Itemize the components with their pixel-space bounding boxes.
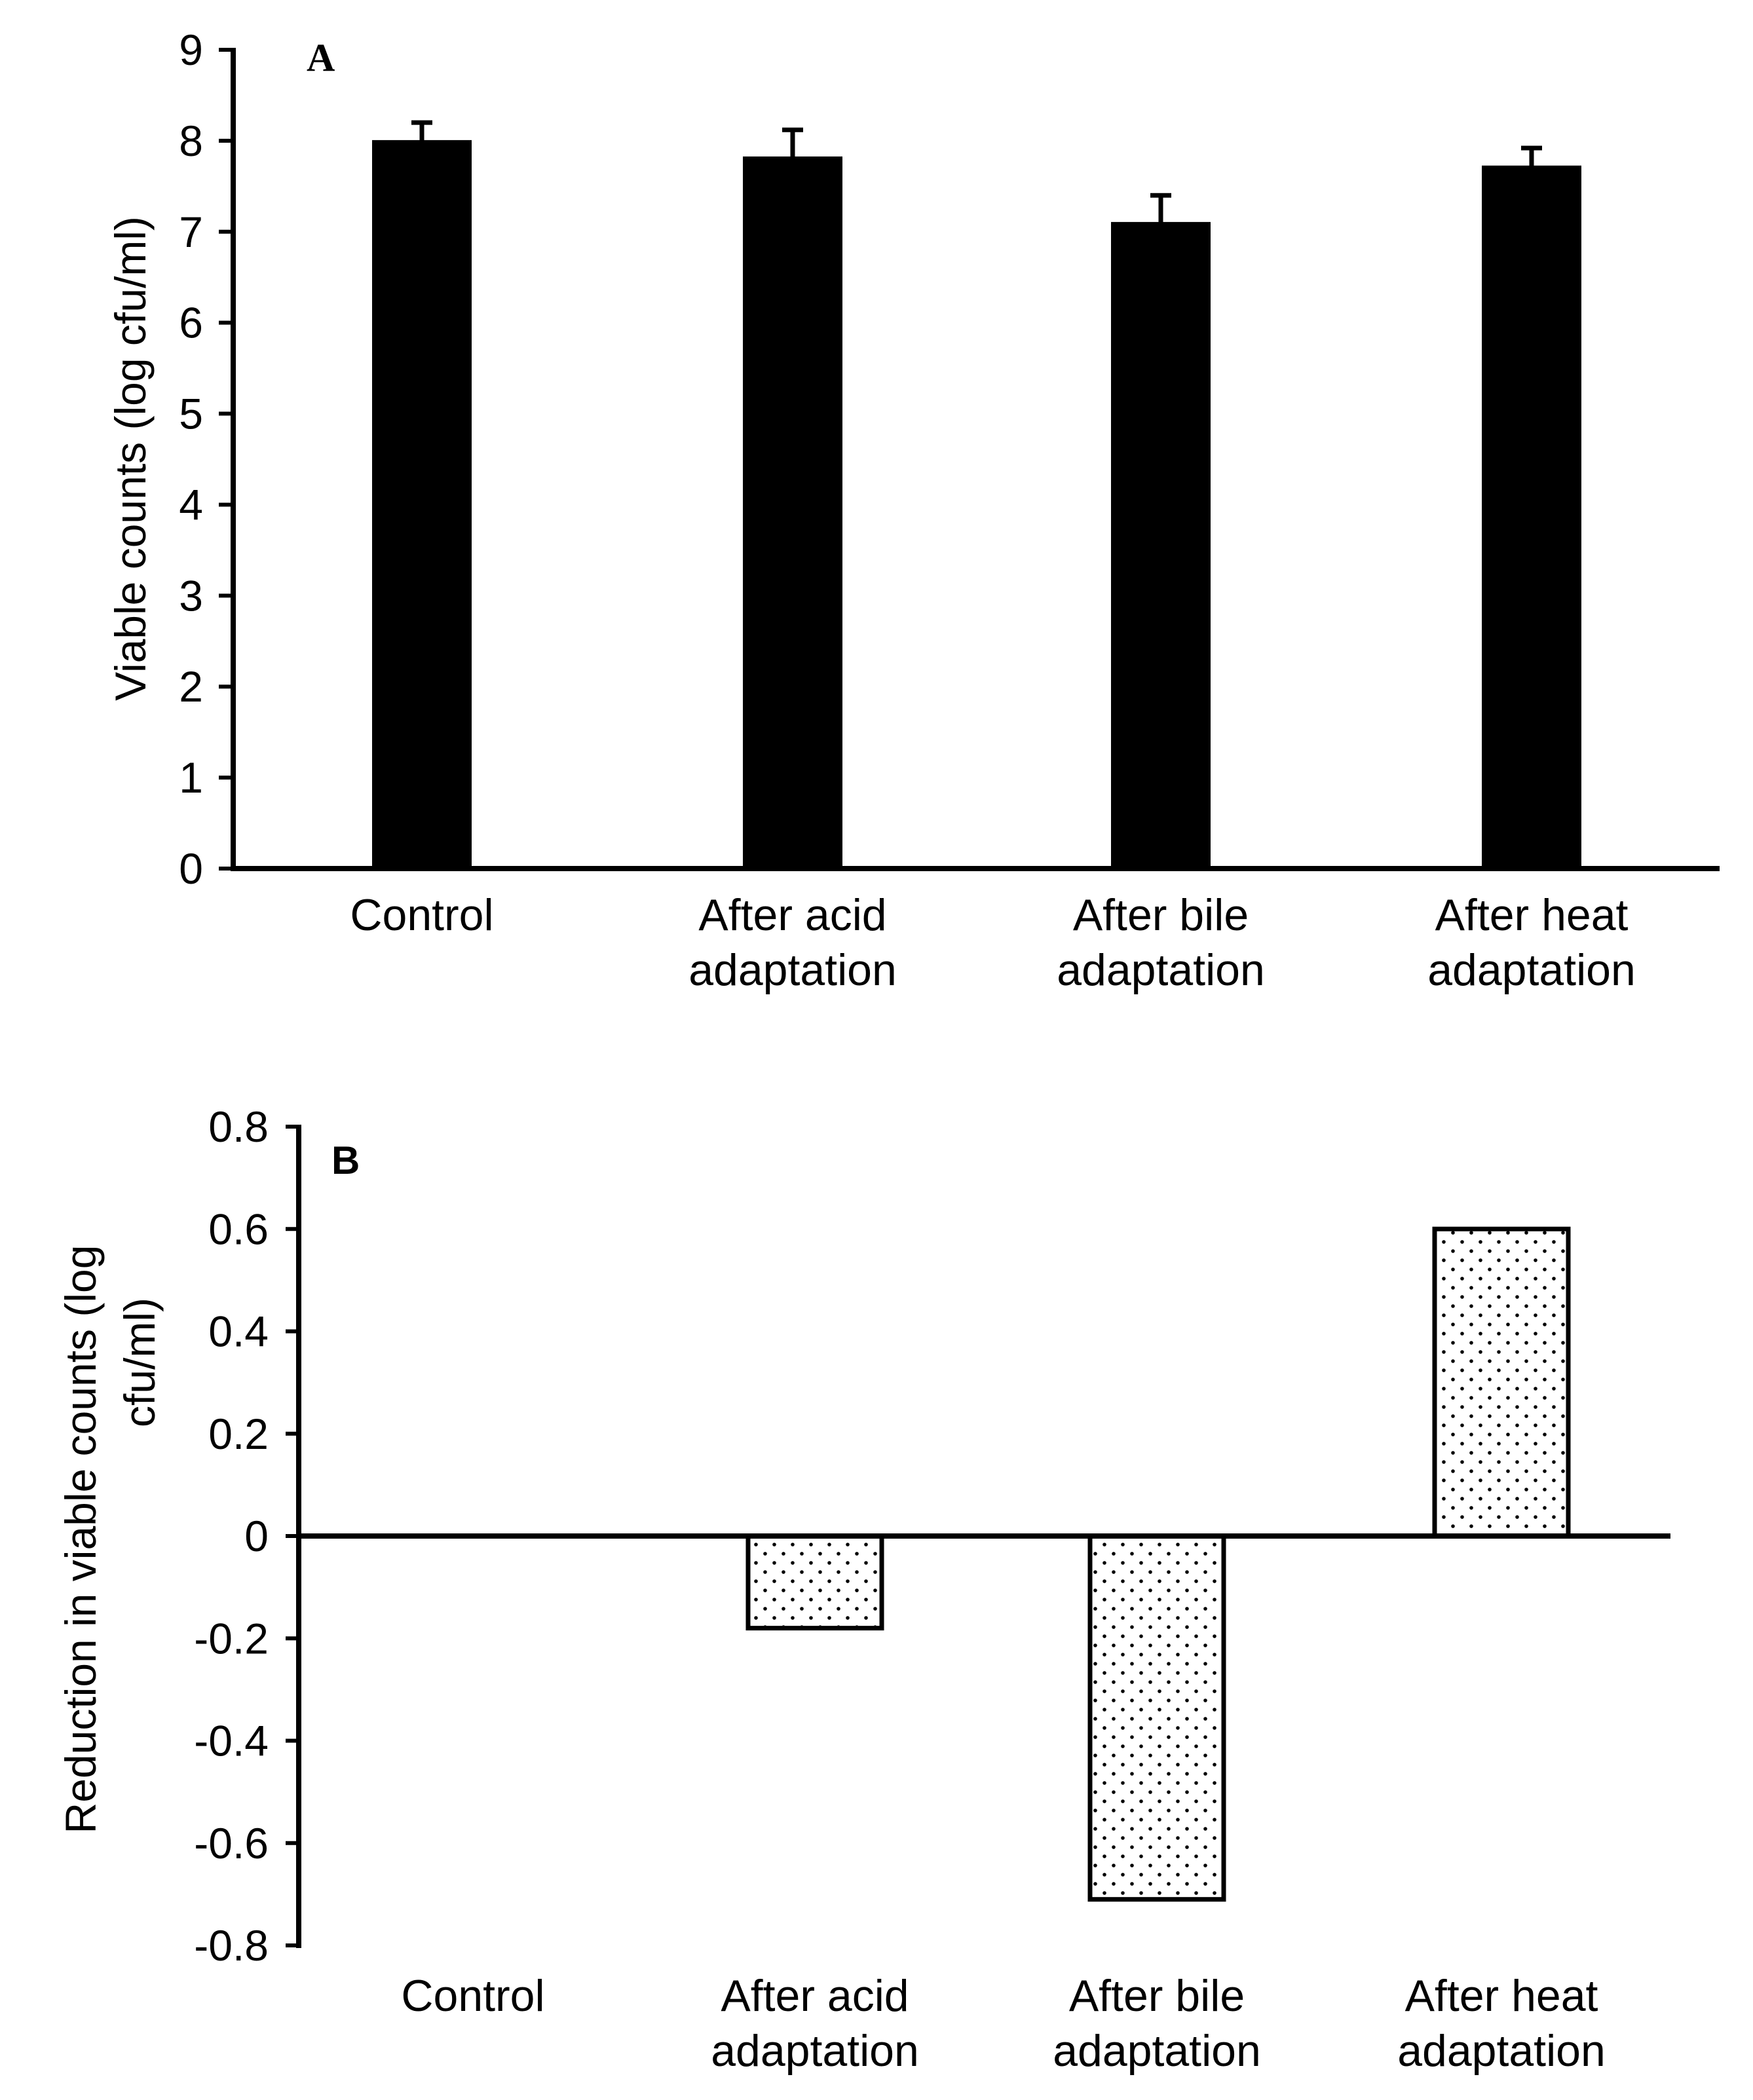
y-tick-label: 0.8 (208, 1102, 269, 1151)
bar (1111, 221, 1211, 869)
category-label: After heat (1435, 890, 1629, 940)
category-label: After acid (698, 890, 886, 940)
y-tick-label: 7 (179, 208, 203, 256)
y-tick-label: 9 (179, 26, 203, 74)
y-tick-label: 2 (179, 662, 203, 711)
category-label: adaptation (1427, 945, 1636, 995)
category-label: Control (350, 890, 493, 940)
y-tick-label: 0.6 (208, 1205, 269, 1253)
y-tick-label: 1 (179, 753, 203, 802)
y-tick-label: 0 (179, 844, 203, 893)
y-tick-label: 3 (179, 571, 203, 620)
category-label: adaptation (711, 2026, 919, 2076)
error-bar (782, 127, 803, 157)
bar (743, 156, 842, 869)
bar (1087, 1533, 1226, 1902)
category-label: adaptation (1057, 945, 1265, 995)
bar (1432, 1226, 1571, 1539)
bar (745, 1533, 884, 1631)
y-tick-label: 6 (179, 299, 203, 347)
y-axis-title-b-line2: cfu/ml) (115, 1298, 164, 1427)
y-tick-label: -0.2 (194, 1614, 269, 1662)
y-tick-label: -0.8 (194, 1921, 269, 1970)
panel-label-a: A (307, 36, 335, 79)
category-label: After bile (1069, 1971, 1245, 2021)
chart-a: A Viable counts (log cfu/ml) 0123456789 … (106, 26, 1720, 995)
y-tick-label: -0.4 (194, 1717, 269, 1765)
axes-a (231, 48, 1720, 871)
y-tick-label: -0.6 (194, 1819, 269, 1867)
y-tick-label: 0.4 (208, 1307, 269, 1356)
bar (1482, 165, 1581, 869)
y-axis-title-a: Viable counts (log cfu/ml) (106, 216, 155, 701)
bar (372, 140, 472, 869)
category-label: After bile (1073, 890, 1249, 940)
axes-b (296, 1125, 1670, 1948)
y-tick-label: 4 (179, 480, 203, 529)
chart-b: B Reduction in viable counts (log cfu/ml… (56, 1102, 1670, 2076)
y-tick-label: 0 (244, 1512, 269, 1560)
y-axis-ticks-b: -0.8 -0.6 -0.4 -0.2 0 0.2 0.4 0.6 0.8 (194, 1102, 299, 1970)
y-axis-title-b-line1: Reduction in viable counts (log (56, 1245, 105, 1834)
y-tick-label: 8 (179, 117, 203, 165)
error-bar (1521, 145, 1542, 166)
bars-a (372, 120, 1581, 869)
error-bar (1150, 193, 1171, 223)
category-label: adaptation (1397, 2026, 1606, 2076)
panel-label-b: B (331, 1138, 360, 1182)
y-tick-label: 5 (179, 390, 203, 438)
y-tick-label: 0.2 (208, 1410, 269, 1458)
category-label: Control (401, 1971, 544, 2021)
category-label: After acid (721, 1971, 909, 2021)
error-bar (411, 120, 432, 141)
category-label: After heat (1405, 1971, 1598, 2021)
y-axis-ticks-a: 0 1 2 3 4 5 6 7 8 9 (179, 26, 233, 893)
category-label: adaptation (1053, 2026, 1261, 2076)
bars-b (745, 1226, 1571, 1902)
category-label: adaptation (688, 945, 897, 995)
